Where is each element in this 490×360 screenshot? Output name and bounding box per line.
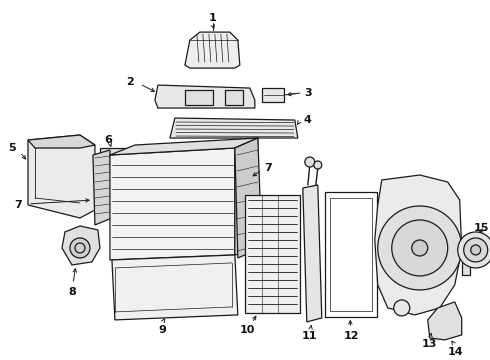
Polygon shape (110, 148, 235, 260)
Bar (262, 88, 284, 102)
Text: 7: 7 (264, 163, 272, 173)
Text: 9: 9 (158, 325, 166, 335)
Text: 15: 15 (474, 223, 490, 233)
Polygon shape (93, 150, 112, 225)
Bar (325, 192, 377, 317)
Text: 2: 2 (126, 77, 134, 87)
Polygon shape (375, 175, 462, 315)
Text: 8: 8 (68, 287, 76, 297)
Text: 13: 13 (422, 339, 438, 349)
Circle shape (378, 206, 462, 290)
Circle shape (392, 220, 448, 276)
Polygon shape (428, 302, 462, 340)
Circle shape (412, 240, 428, 256)
Polygon shape (62, 226, 100, 265)
Circle shape (464, 238, 488, 262)
Text: 14: 14 (448, 347, 464, 357)
Bar (462, 255, 470, 275)
Polygon shape (112, 255, 238, 320)
Bar (185, 90, 213, 105)
Polygon shape (110, 138, 258, 155)
Text: 4: 4 (304, 115, 312, 125)
Text: 7: 7 (14, 200, 22, 210)
Bar (100, 148, 135, 166)
Bar (245, 195, 300, 313)
Circle shape (458, 232, 490, 268)
Text: 12: 12 (344, 331, 360, 341)
Text: 1: 1 (209, 13, 217, 23)
Circle shape (471, 245, 481, 255)
Polygon shape (28, 135, 95, 148)
Polygon shape (155, 85, 255, 108)
Polygon shape (235, 138, 258, 255)
Polygon shape (235, 138, 262, 258)
Circle shape (70, 238, 90, 258)
Text: 5: 5 (8, 143, 16, 153)
Circle shape (314, 161, 322, 169)
Text: 11: 11 (302, 331, 318, 341)
Circle shape (394, 300, 410, 316)
Bar (330, 198, 372, 311)
Text: 3: 3 (304, 88, 312, 98)
Bar (225, 90, 243, 105)
Polygon shape (303, 185, 322, 322)
Polygon shape (28, 135, 95, 218)
Polygon shape (170, 118, 298, 138)
Circle shape (305, 157, 315, 167)
Polygon shape (185, 32, 240, 68)
Text: 6: 6 (104, 135, 112, 145)
Text: 10: 10 (240, 325, 255, 335)
